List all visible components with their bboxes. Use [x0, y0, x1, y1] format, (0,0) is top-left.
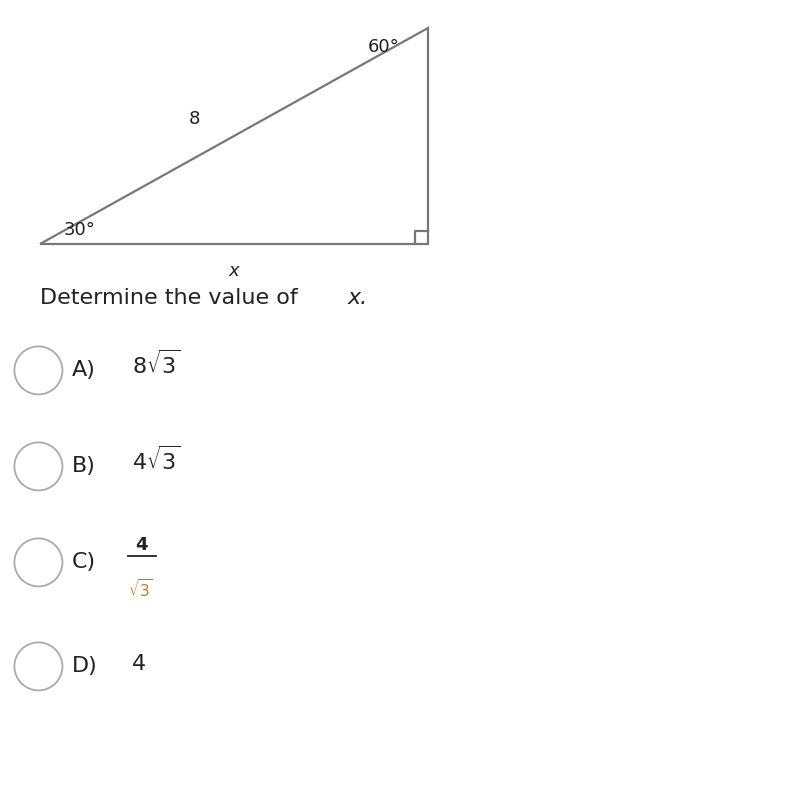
Text: $8\sqrt{3}$: $8\sqrt{3}$ [132, 350, 181, 378]
Text: A): A) [72, 360, 96, 380]
Text: $4\sqrt{3}$: $4\sqrt{3}$ [132, 446, 181, 474]
Text: x.: x. [348, 288, 368, 308]
Text: 4: 4 [132, 654, 146, 674]
Text: x: x [229, 262, 239, 280]
Text: 30°: 30° [64, 222, 96, 239]
Text: $\sqrt{3}$: $\sqrt{3}$ [127, 578, 153, 600]
Text: Determine the value of: Determine the value of [40, 288, 305, 308]
Text: B): B) [72, 456, 96, 476]
Text: C): C) [72, 552, 96, 572]
Text: 4: 4 [135, 536, 148, 554]
Text: D): D) [72, 656, 98, 676]
Text: 8: 8 [188, 110, 200, 128]
Text: 60°: 60° [368, 38, 400, 56]
